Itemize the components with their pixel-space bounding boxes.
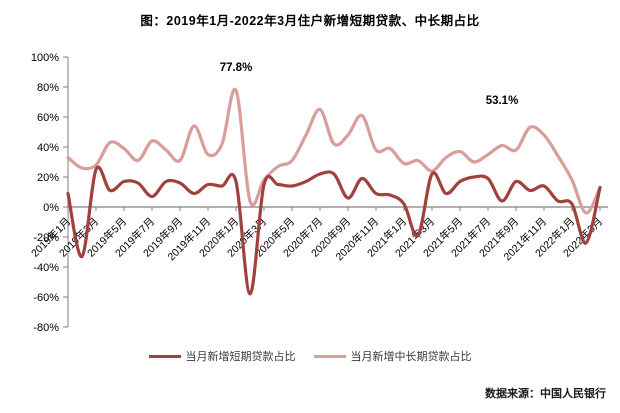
y-tick-label: -80% [33,322,59,334]
y-tick-label: 40% [37,142,59,154]
legend-entry-mid-long-term: 当月新增中长期贷款占比 [313,348,472,364]
y-tick-label: 20% [37,172,59,184]
y-axis: 100% 80% 60% 40% 20% 0% -20% -40% -60% -80% [31,52,69,334]
legend-label-short-term: 当月新增短期贷款占比 [185,351,296,363]
legend-entry-short-term: 当月新增短期贷款占比 [148,348,296,364]
y-tick-label: 60% [37,112,59,124]
mid-long-term-line-swatch [313,354,346,358]
chart-legend: 当月新增短期贷款占比 当月新增中长期贷款占比 [0,348,620,364]
chart-title: 图：2019年1月-2022年3月住户新增短期贷款、中长期占比 [140,14,480,28]
annotation-peak-53: 53.1% [485,95,519,107]
y-tick-label: -60% [33,292,59,304]
data-source-note: 数据来源：中国人民银行 [485,388,606,400]
y-tick-label: 80% [37,82,59,94]
y-tick-label: -40% [33,262,59,274]
annotation-peak-77: 77.8% [219,62,253,74]
x-axis: 2019年1月2019年3月2019年5月2019年7月2019年9月2019年… [28,206,608,263]
short-term-line-swatch [148,354,181,358]
line-mid-long-term-share [66,87,602,215]
legend-label-mid-long-term: 当月新增中长期贷款占比 [350,351,472,363]
y-tick-label: -20% [33,232,59,244]
y-tick-label: 0% [43,202,59,214]
line-short-term-share [66,165,602,296]
y-tick-label: 100% [31,52,59,64]
